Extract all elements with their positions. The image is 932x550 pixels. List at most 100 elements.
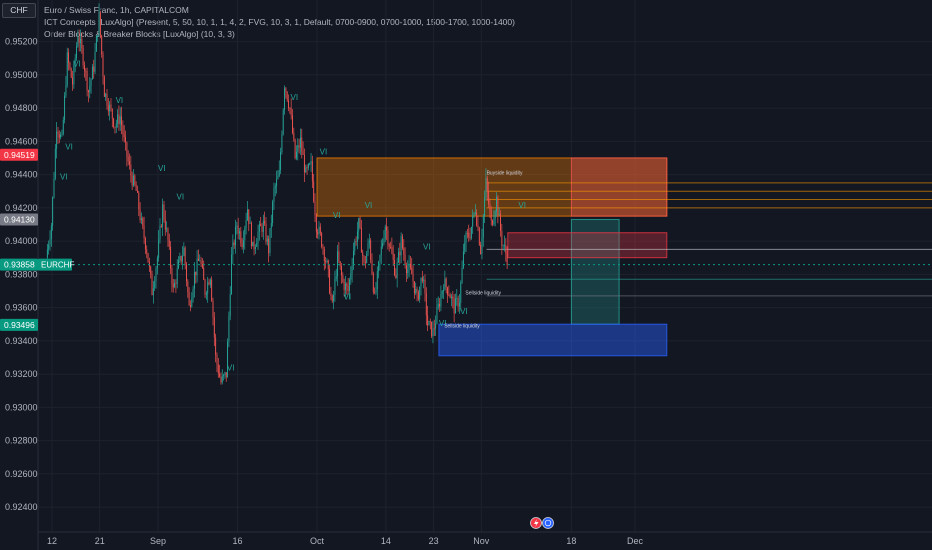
candle-body [395, 275, 397, 278]
candle-body [367, 243, 369, 254]
price-label-bg [0, 258, 38, 271]
candle-body [95, 36, 97, 52]
candle-body [398, 252, 399, 263]
liquidity-label: Buyside liquidity [487, 171, 523, 177]
x-tick-label: Nov [473, 536, 490, 546]
candle-body [277, 175, 279, 180]
candle-body [345, 283, 346, 291]
candle-body [127, 156, 129, 162]
candle-body [250, 223, 252, 247]
candle-body [264, 220, 266, 224]
candle-body [318, 226, 320, 235]
candle-body [85, 70, 87, 72]
candle-body [322, 246, 324, 249]
teal-target-zone [570, 218, 620, 325]
candle-body [453, 298, 455, 314]
candle-body [82, 48, 84, 66]
candle-body [374, 291, 376, 293]
candle-body [444, 278, 446, 290]
price-label-bg [0, 318, 38, 331]
candle-body [265, 223, 267, 242]
candle-body [363, 256, 365, 263]
candle-body [130, 164, 132, 176]
candle-body [195, 271, 197, 276]
candle-body [437, 303, 439, 308]
candle-body [465, 232, 467, 243]
candle-body [83, 65, 85, 71]
candle-body [331, 295, 333, 302]
candle-body [456, 298, 458, 299]
candle-body [504, 245, 505, 247]
candle-body [302, 151, 304, 155]
candle-series [38, 3, 932, 385]
chart-icons[interactable] [530, 517, 554, 529]
candle-body [76, 46, 77, 59]
candle-body [179, 256, 181, 261]
candle-body [102, 54, 104, 77]
candle-body [220, 376, 222, 383]
candle-body [358, 217, 360, 232]
candle-body [200, 260, 202, 265]
candle-body [143, 225, 145, 239]
candle-body [449, 294, 451, 299]
candle-body [288, 100, 289, 108]
candle-body [61, 134, 63, 135]
candle-body [56, 131, 58, 149]
globe-icon[interactable] [542, 517, 554, 529]
candle-body [131, 175, 133, 186]
candle-body [152, 288, 154, 296]
candle-body [417, 292, 419, 300]
candle-body [290, 107, 292, 116]
candle-body [405, 265, 407, 274]
candle-body [448, 294, 450, 296]
candle-body [388, 244, 390, 247]
candle-body [343, 281, 345, 291]
candle-body [154, 281, 156, 289]
candle-body [489, 204, 491, 212]
candle-body [451, 296, 452, 299]
candle-body [197, 258, 199, 261]
candle-body [166, 228, 168, 230]
candle-body [72, 77, 74, 85]
price-axis[interactable]: 0.95200 0.95000 0.94800 0.94600 0.94400 0.942… [5, 37, 38, 513]
candle-body [294, 139, 296, 159]
candle-body [399, 252, 401, 256]
candle-body [53, 178, 55, 198]
candle-body [303, 154, 305, 173]
candle-body [146, 249, 148, 254]
y-tick-label: 0.94800 [5, 103, 38, 113]
candle-body [193, 271, 195, 289]
currency-button[interactable]: CHF [2, 3, 36, 18]
candle-body [469, 236, 471, 239]
candle-body [86, 71, 88, 91]
time-axis[interactable]: 12 21 Sep 16 Oct 14 23 Nov 18 Dec [47, 536, 644, 546]
candle-body [412, 274, 414, 282]
candle-body [335, 276, 337, 279]
candle-body [147, 253, 149, 263]
candle-body [409, 263, 411, 268]
candle-body [490, 211, 492, 221]
candle-body [160, 226, 162, 227]
vi-annotation: VI [227, 364, 235, 373]
y-tick-label: 0.92600 [5, 469, 38, 479]
candle-body [196, 258, 198, 276]
candle-body [191, 298, 193, 307]
candle-body [427, 315, 429, 326]
candle-body [415, 288, 417, 294]
candle-body [500, 213, 501, 231]
indicator-ict-concepts[interactable]: ICT Concepts [LuxAlgo] (Present, 5, 50, … [44, 17, 515, 27]
candle-body [229, 294, 231, 316]
candle-body [497, 197, 499, 216]
candle-body [337, 251, 339, 277]
x-tick-label: Dec [627, 536, 644, 546]
candle-body [105, 93, 107, 97]
candle-body [171, 268, 173, 285]
candle-body [118, 114, 120, 125]
chart-grid [37, 0, 932, 550]
candle-body [69, 62, 71, 69]
candle-body [199, 260, 201, 262]
candle-body [217, 364, 219, 374]
indicator-order-blocks[interactable]: Order Blocks & Breaker Blocks [LuxAlgo] … [44, 29, 235, 39]
candle-body [293, 132, 295, 140]
